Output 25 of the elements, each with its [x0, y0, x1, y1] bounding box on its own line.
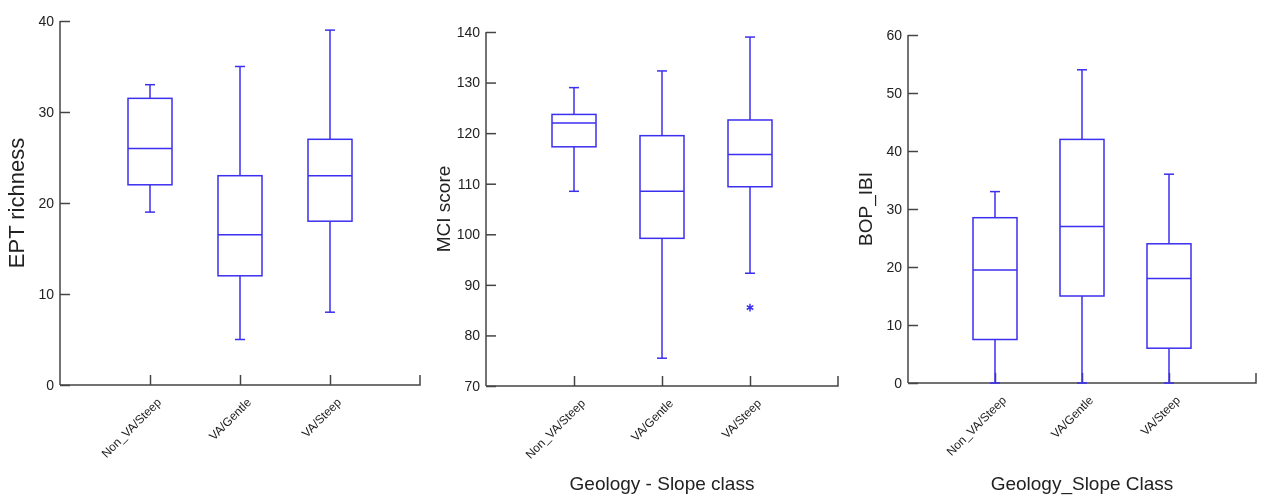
- y-tick-label: 120: [456, 125, 481, 142]
- y-tick-label: 20: [886, 258, 903, 275]
- y-tick-label: 100: [456, 226, 481, 243]
- y-axis-title: EPT richness: [4, 137, 29, 269]
- y-tick-label: 10: [38, 285, 55, 302]
- y-axis-title: BOP_IBI: [855, 172, 877, 246]
- x-axis-title: Geology_Slope Class: [990, 473, 1174, 495]
- y-tick-label: 20: [38, 194, 55, 211]
- y-tick-label: 110: [457, 175, 481, 192]
- y-axis-title: MCI score: [433, 165, 454, 253]
- y-tick-label: 40: [886, 142, 903, 159]
- x-axis-title: Geology - Slope class: [569, 473, 755, 494]
- y-tick-label: 40: [38, 12, 55, 29]
- y-tick-label: 130: [456, 74, 481, 91]
- y-tick-label: 0: [46, 376, 55, 393]
- y-tick-label: 80: [464, 327, 481, 344]
- y-tick-label: 30: [886, 200, 903, 217]
- y-tick-label: 60: [886, 26, 903, 43]
- y-tick-label: 70: [464, 377, 481, 394]
- y-tick-label: 50: [886, 84, 903, 101]
- y-tick-label: 90: [464, 276, 481, 293]
- y-tick-label: 30: [38, 103, 55, 120]
- y-tick-label: 10: [886, 316, 903, 333]
- y-tick-label: 0: [894, 374, 903, 391]
- y-tick-label: 140: [456, 23, 481, 40]
